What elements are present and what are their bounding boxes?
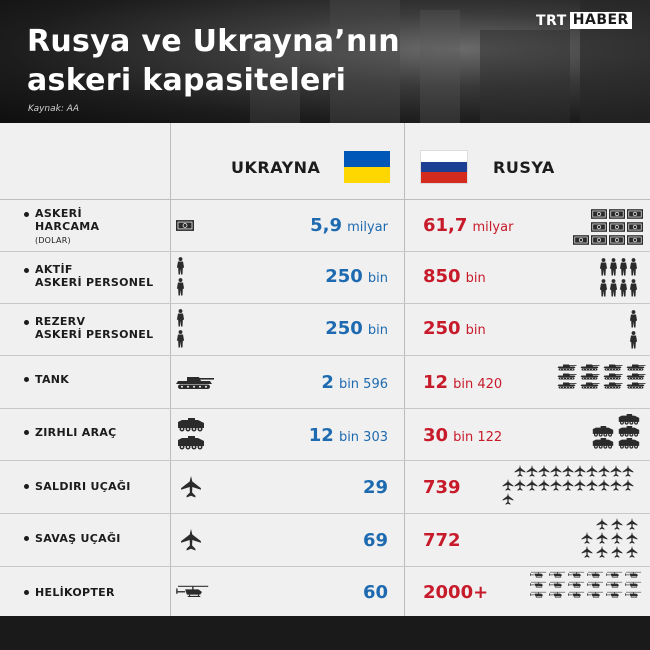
helicopter-icon-group	[530, 571, 643, 599]
logo-haber: HABER	[569, 12, 632, 29]
ukraine-value: 60	[362, 582, 388, 603]
soldier-icon	[176, 330, 185, 348]
row-label: SAVAŞ UÇAĞI	[35, 532, 121, 545]
ukraine-value: 250 bin	[325, 266, 388, 287]
row-bullet	[24, 212, 29, 217]
armored-vehicle-icon	[176, 436, 206, 450]
russia-value: 850 bin	[423, 266, 486, 287]
footer-bar	[0, 616, 650, 650]
header-banner: Rusya ve Ukrayna’nın askeri kapasiteleri…	[0, 0, 650, 123]
soldier-icon	[176, 278, 185, 296]
russia-value: 12 bin 420	[423, 372, 503, 393]
row-label: HELİKOPTER	[35, 586, 115, 599]
soldier-icon	[176, 257, 185, 275]
russia-value: 739	[423, 477, 461, 498]
row-label: AKTİF ASKERİ PERSONEL	[35, 263, 154, 289]
column-divider	[404, 123, 405, 616]
attack-aircraft-icon-group	[502, 465, 634, 505]
banknote-icon	[176, 220, 194, 231]
ukraine-flag-icon	[344, 151, 390, 183]
fighter-jet-icon	[180, 529, 202, 551]
background-photo-texture	[250, 0, 650, 123]
column-divider	[170, 123, 171, 616]
ukraine-value: 250 bin	[325, 318, 388, 339]
russia-value: 772	[423, 530, 461, 551]
table-row-military-spending: ASKERİ HARCAMA (DOLAR) 5,9 milyar 61,7 mil…	[0, 200, 650, 252]
russia-value: 30 bin 122	[423, 425, 503, 446]
ukraine-value: 69	[362, 530, 388, 551]
source-label: Kaynak: AA	[28, 104, 80, 114]
row-bullet	[24, 377, 29, 382]
attack-aircraft-icon	[180, 476, 202, 498]
tank-icon	[175, 374, 215, 390]
row-bullet	[24, 320, 29, 325]
russia-value: 61,7 milyar	[423, 215, 514, 236]
row-label: REZERV ASKERİ PERSONEL	[35, 315, 154, 341]
helicopter-icon	[176, 584, 212, 600]
russia-value: 250 bin	[423, 318, 486, 339]
tank-icon-group	[557, 363, 646, 389]
row-label: TANK	[35, 373, 70, 386]
soldier-icon-group	[599, 258, 638, 297]
title-line-1: Rusya ve Ukrayna’nın	[27, 24, 400, 59]
row-bullet	[24, 268, 29, 273]
page-title: Rusya ve Ukrayna’nın askeri kapasiteleri	[27, 22, 400, 100]
logo-trt: TRT	[536, 12, 567, 29]
russia-flag-icon	[421, 151, 467, 183]
banknote-icon-group	[573, 209, 643, 245]
soldier-icon	[176, 309, 185, 327]
title-line-2: askeri kapasiteleri	[27, 63, 347, 98]
ukraine-value: 12 bin 303	[308, 425, 388, 446]
row-bullet	[24, 484, 29, 489]
table-row-active-personnel: AKTİF ASKERİ PERSONEL 250 bin 850 bin	[0, 252, 650, 304]
row-bullet	[24, 430, 29, 435]
table-row-reserve-personnel: REZERV ASKERİ PERSONEL 250 bin 250 bin	[0, 304, 650, 356]
row-bullet	[24, 590, 29, 595]
ukraine-value: 2 bin 596	[321, 372, 388, 393]
row-label: ASKERİ HARCAMA (DOLAR)	[35, 207, 100, 245]
russia-value: 2000+	[423, 582, 489, 603]
row-bullet	[24, 536, 29, 541]
table-header-row: UKRAYNA RUSYA	[0, 123, 650, 200]
fighter-jet-icon-group	[581, 518, 638, 558]
armored-vehicle-icon	[176, 418, 206, 432]
comparison-table: UKRAYNA RUSYA ASKERİ HARCAMA (DOLAR) 5,9 m…	[0, 123, 650, 616]
soldier-icon-group	[629, 310, 638, 349]
row-label: SALDIRI UÇAĞI	[35, 480, 131, 493]
table-row-tank: TANK 2 bin 596 12 bin 420	[0, 356, 650, 409]
table-row-attack-aircraft: SALDIRI UÇAĞI 29 739	[0, 461, 650, 514]
row-label: ZIRHLI ARAÇ	[35, 426, 117, 439]
table-row-armored-vehicle: ZIRHLI ARAÇ 12 bin 303 30 bin 122	[0, 409, 650, 461]
column-header-ukraine: UKRAYNA	[231, 158, 321, 177]
column-header-russia: RUSYA	[493, 158, 555, 177]
armored-vehicle-icon-group	[591, 414, 641, 449]
table-row-helicopter: HELİKOPTER 60 2000+	[0, 567, 650, 616]
trt-haber-logo: TRT HABER	[536, 12, 632, 29]
ukraine-value: 5,9 milyar	[310, 215, 388, 236]
ukraine-value: 29	[362, 477, 388, 498]
table-row-fighter-jet: SAVAŞ UÇAĞI 69 772	[0, 514, 650, 567]
